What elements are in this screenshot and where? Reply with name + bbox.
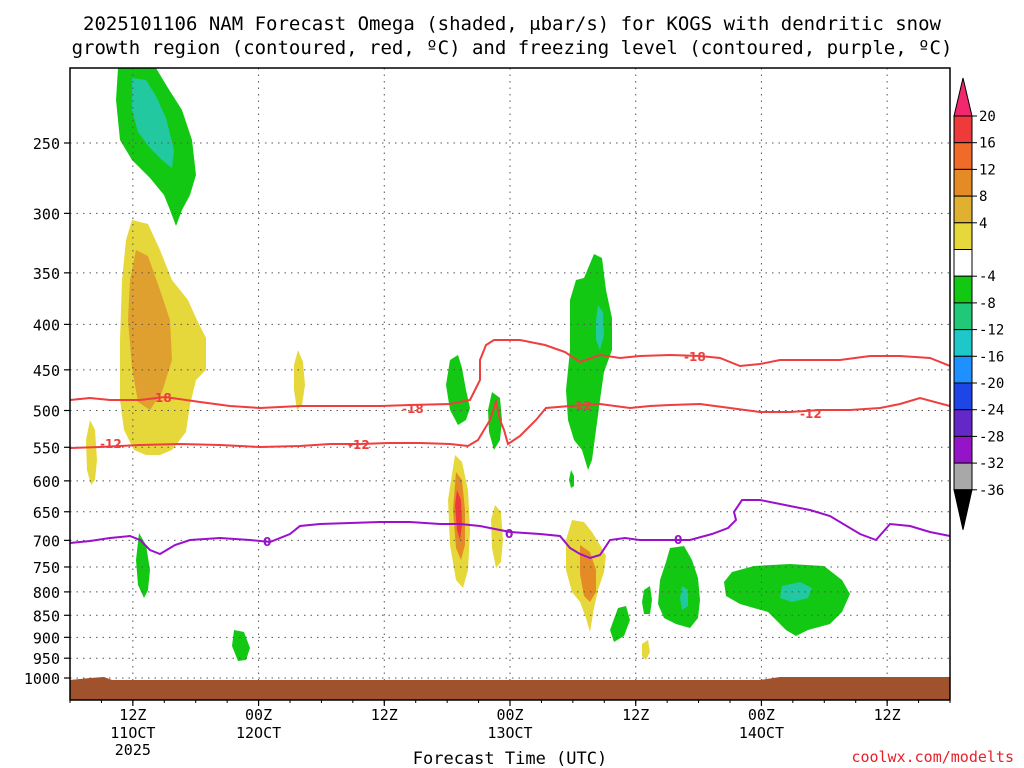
colorbar-label: 12 bbox=[979, 162, 996, 178]
omega-cell-upper-teal bbox=[132, 78, 174, 168]
terrain-surface bbox=[70, 677, 950, 700]
y-tick-label: 650 bbox=[33, 504, 60, 522]
colorbar-label: -32 bbox=[979, 456, 1004, 472]
x-tick-label: 00Z bbox=[245, 706, 272, 724]
colorbar-label: -28 bbox=[979, 429, 1004, 445]
y-tick-label: 850 bbox=[33, 607, 60, 625]
omega-cell-orange-770 bbox=[580, 545, 596, 602]
colorbar-segment bbox=[953, 115, 973, 144]
x-tick-year-label: 2025 bbox=[115, 741, 151, 759]
colorbar-bottom-arrow bbox=[953, 489, 973, 530]
x-tick-label: 00Z bbox=[748, 706, 775, 724]
colorbar-segment bbox=[953, 409, 973, 437]
colorbar-segment bbox=[953, 195, 973, 224]
y-axis: 250 300 350 400 450 500 550 600 650 700 750 800 850 9… bbox=[24, 135, 70, 688]
colorbar-label: 8 bbox=[979, 189, 987, 205]
x-tick-label: 12Z bbox=[622, 706, 649, 724]
contour-label-minus12-right: -12 bbox=[800, 407, 822, 421]
colorbar-label: -4 bbox=[979, 269, 996, 285]
y-tick-label: 550 bbox=[33, 439, 60, 457]
y-tick-label: 950 bbox=[33, 650, 60, 668]
colorbar-segment bbox=[953, 435, 973, 464]
x-tick-label: 12Z bbox=[371, 706, 398, 724]
colorbar-segment bbox=[953, 168, 973, 197]
omega-cell-teal-430 bbox=[596, 305, 604, 350]
x-tick-label: 12Z bbox=[874, 706, 901, 724]
chart-title-line1: 2025101106 NAM Forecast Omega (shaded, μ… bbox=[83, 13, 941, 35]
omega-cell-green-430 bbox=[566, 254, 612, 470]
colorbar-label: -16 bbox=[979, 349, 1004, 365]
omega-cell-yellow-700 bbox=[491, 505, 503, 568]
colorbar-label: 4 bbox=[979, 216, 987, 232]
x-tick-label: 12Z bbox=[119, 706, 146, 724]
colorbar-segment bbox=[953, 222, 973, 251]
contour-label-minus18-left: -18 bbox=[150, 391, 172, 405]
contour-label-minus12-mid2: -12 bbox=[570, 399, 592, 413]
contour-label-minus18-right: -18 bbox=[684, 350, 706, 364]
contour-label-minus12-mid: -12 bbox=[348, 438, 370, 452]
omega-cell-green-750 bbox=[136, 533, 150, 598]
y-tick-label: 700 bbox=[33, 532, 60, 550]
omega-shading bbox=[86, 68, 850, 661]
y-tick-label: 900 bbox=[33, 629, 60, 647]
colorbar-label: -24 bbox=[979, 403, 1004, 419]
colorbar: 20 16 12 8 4 -4 -8 -12 -16 -20 -24 -28 -32 -36 bbox=[953, 77, 1004, 530]
contour-label-zero-mid: 0 bbox=[505, 527, 513, 541]
x-tick-date-label: 13OCT bbox=[487, 724, 532, 742]
chart-title-line2: growth region (contoured, red, ºC) and f… bbox=[72, 37, 953, 59]
contour-minus18 bbox=[70, 339, 950, 410]
y-tick-label: 300 bbox=[33, 205, 60, 223]
colorbar-label: 16 bbox=[979, 136, 996, 152]
x-tick-label: 00Z bbox=[496, 706, 523, 724]
omega-cell-yellow-450 bbox=[294, 350, 305, 410]
colorbar-label: -12 bbox=[979, 323, 1004, 339]
colorbar-segment bbox=[953, 382, 973, 411]
omega-cell-teal-right bbox=[780, 582, 812, 602]
x-tick-date-label: 11OCT bbox=[110, 724, 155, 742]
contour-zero bbox=[70, 499, 950, 560]
y-tick-label: 800 bbox=[33, 584, 60, 602]
y-tick-label: 500 bbox=[33, 403, 60, 421]
colorbar-label: 20 bbox=[979, 109, 996, 125]
y-tick-label: 250 bbox=[33, 135, 60, 153]
omega-cell-red-670 bbox=[455, 490, 462, 540]
colorbar-segment bbox=[953, 355, 973, 384]
contour-label-minus18-mid: -18 bbox=[402, 402, 424, 416]
x-tick-date-label: 14OCT bbox=[739, 724, 784, 742]
contour-label-zero-left: 0 bbox=[263, 535, 271, 549]
y-tick-label: 1000 bbox=[24, 670, 60, 688]
colorbar-label: -36 bbox=[979, 483, 1004, 499]
x-tick-date-label: 12OCT bbox=[236, 724, 281, 742]
y-tick-label: 400 bbox=[33, 316, 60, 334]
omega-cell-yellow-950 bbox=[642, 640, 650, 660]
omega-cell-green-480 bbox=[446, 355, 470, 425]
colorbar-segment bbox=[953, 462, 973, 491]
colorbar-label: -20 bbox=[979, 376, 1004, 392]
contour-label-zero-right: 0 bbox=[674, 533, 682, 547]
omega-cell-green-820 bbox=[642, 586, 652, 614]
colorbar-segment bbox=[953, 329, 973, 357]
colorbar-segment bbox=[953, 249, 973, 277]
omega-cell-far-left-yellow bbox=[86, 420, 97, 485]
contour-minus12 bbox=[70, 396, 950, 449]
colorbar-label: -8 bbox=[979, 296, 996, 312]
x-axis-title: Forecast Time (UTC) bbox=[413, 749, 607, 768]
y-tick-label: 450 bbox=[33, 362, 60, 380]
grid-lines bbox=[70, 68, 950, 700]
omega-cell-green-thin bbox=[569, 470, 574, 488]
credit-text: coolwx.com/modelts bbox=[851, 748, 1014, 766]
colorbar-segment bbox=[953, 275, 973, 304]
contour-label-minus12-left: -12 bbox=[100, 437, 122, 451]
y-tick-label: 750 bbox=[33, 559, 60, 577]
contours: -18 -18 -18 -12 -12 -12 -12 0 0 0 bbox=[70, 339, 950, 560]
colorbar-segment bbox=[953, 142, 973, 170]
y-tick-label: 350 bbox=[33, 265, 60, 283]
omega-cell-green-530 bbox=[488, 392, 502, 450]
colorbar-top-arrow bbox=[953, 77, 973, 117]
y-tick-label: 600 bbox=[33, 473, 60, 491]
colorbar-segment bbox=[953, 302, 973, 331]
omega-cell-green-880 bbox=[610, 606, 630, 642]
